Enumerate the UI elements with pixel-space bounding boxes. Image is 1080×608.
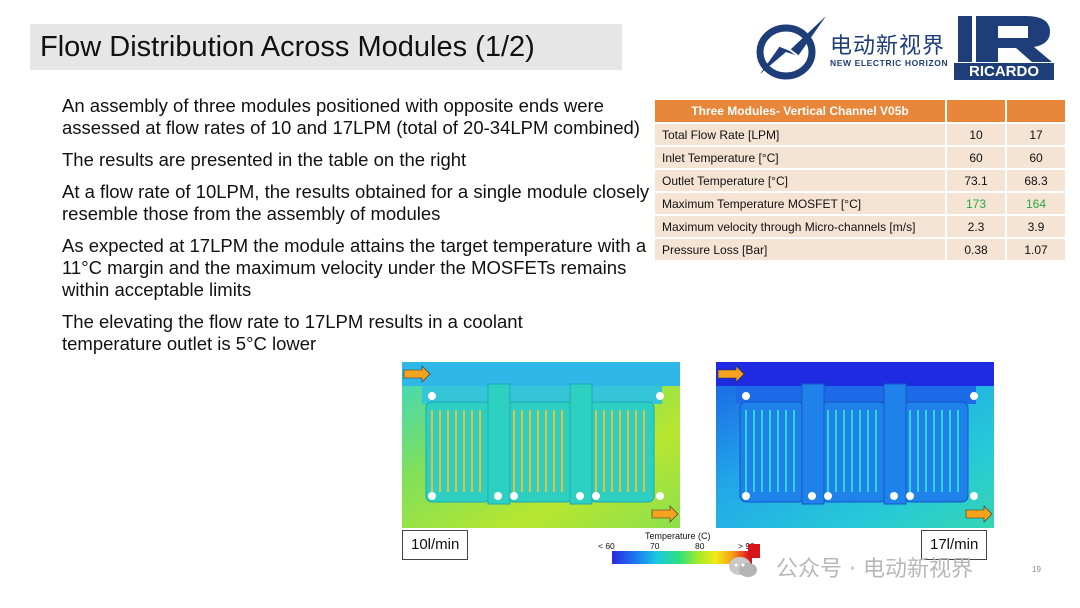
temperature-contour-17lpm (716, 362, 994, 528)
row-value-17lpm: 60 (1007, 145, 1067, 168)
wechat-icon (729, 557, 757, 577)
table-row: Maximum Temperature MOSFET [°C] 173 164 (655, 191, 1067, 214)
flow-label-17lpm: 17l/min (921, 530, 988, 560)
lightning-globe-icon (756, 16, 826, 80)
bullet-list: An assembly of three modules positioned … (62, 95, 652, 365)
table-header-row: Three Modules- Vertical Channel V05b (655, 100, 1067, 122)
bullet-3: At a flow rate of 10LPM, the results obt… (62, 181, 650, 224)
new-electric-horizon-logo: 电动新视界 NEW ELECTRIC HORIZON (750, 12, 950, 82)
row-label: Maximum velocity through Micro-channels … (655, 214, 947, 237)
table-row: Total Flow Rate [LPM] 10 17 (655, 122, 1067, 145)
legend-tick: > 90 (738, 541, 755, 551)
bullet-4: As expected at 17LPM the module attains … (62, 235, 647, 300)
temperature-color-scale (612, 544, 760, 564)
legend-tick: < 60 (598, 541, 615, 551)
logo-chinese-text: 电动新视界 (830, 34, 946, 59)
ricardo-wordmark: RICARDO (954, 63, 1054, 80)
row-value-10lpm: 10 (947, 122, 1007, 145)
ricardo-logo: RICARDO (954, 14, 1054, 80)
row-label: Inlet Temperature [°C] (655, 145, 947, 168)
legend-title: Temperature (C) (645, 531, 711, 541)
table-row: Outlet Temperature [°C] 73.1 68.3 (655, 168, 1067, 191)
row-value-17lpm: 17 (1007, 122, 1067, 145)
legend-max-swatch (748, 544, 760, 558)
ricardo-r-icon (954, 14, 1054, 64)
row-value-17lpm: 68.3 (1007, 168, 1067, 191)
logo-english-text: NEW ELECTRIC HORIZON (830, 58, 949, 68)
simulation-image-17lpm (716, 362, 994, 528)
simulation-image-10lpm (402, 362, 680, 528)
row-value-10lpm: 173 (947, 191, 1007, 214)
title-bar: Flow Distribution Across Modules (1/2) (30, 24, 622, 70)
row-label: Maximum Temperature MOSFET [°C] (655, 191, 947, 214)
bullet-2: The results are presented in the table o… (62, 149, 467, 170)
row-label: Total Flow Rate [LPM] (655, 122, 947, 145)
row-value-10lpm: 2.3 (947, 214, 1007, 237)
row-value-17lpm: 3.9 (1007, 214, 1067, 237)
temperature-contour-10lpm (402, 362, 680, 528)
row-value-10lpm: 60 (947, 145, 1007, 168)
results-table: Three Modules- Vertical Channel V05b Tot… (655, 100, 1067, 260)
row-label: Pressure Loss [Bar] (655, 237, 947, 260)
bullet-1: An assembly of three modules positioned … (62, 95, 640, 138)
row-value-10lpm: 73.1 (947, 168, 1007, 191)
legend-tick: 70 (650, 541, 660, 551)
page-number: 19 (1032, 565, 1041, 574)
row-value-17lpm: 1.07 (1007, 237, 1067, 260)
legend-tick: 80 (695, 541, 705, 551)
bullet-5: The elevating the flow rate to 17LPM res… (62, 311, 523, 354)
table-row: Pressure Loss [Bar] 0.38 1.07 (655, 237, 1067, 260)
slide-title: Flow Distribution Across Modules (1/2) (40, 31, 535, 63)
table-header-title: Three Modules- Vertical Channel V05b (655, 100, 947, 122)
table-row: Maximum velocity through Micro-channels … (655, 214, 1067, 237)
watermark-text: 公众号 · 电动新视界 (776, 557, 973, 582)
table-row: Inlet Temperature [°C] 60 60 (655, 145, 1067, 168)
flow-label-10lpm: 10l/min (402, 530, 469, 560)
table-header-col1 (947, 100, 1007, 122)
row-value-10lpm: 0.38 (947, 237, 1007, 260)
row-value-17lpm: 164 (1007, 191, 1067, 214)
row-label: Outlet Temperature [°C] (655, 168, 947, 191)
table-header-col2 (1007, 100, 1067, 122)
